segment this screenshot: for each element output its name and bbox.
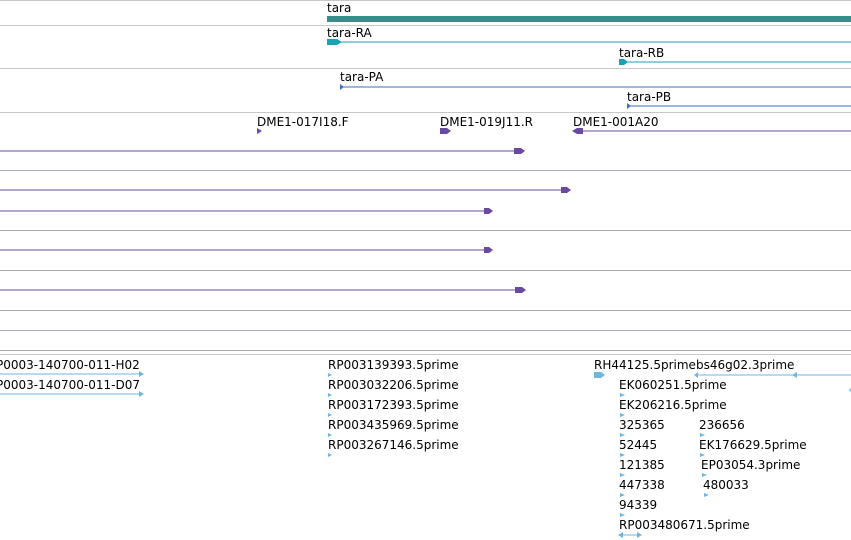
gene-label-tara[interactable]: tara <box>327 1 352 15</box>
clone-feature[interactable] <box>0 148 525 154</box>
protein-tara-pb[interactable] <box>627 103 851 109</box>
clone-feature[interactable] <box>0 208 493 214</box>
clone-feature[interactable] <box>0 187 571 193</box>
est-marker[interactable] <box>704 493 709 497</box>
est-marker[interactable] <box>328 373 332 377</box>
est-label[interactable]: 447338 <box>619 478 665 492</box>
est-marker[interactable] <box>620 413 625 417</box>
est-feature[interactable] <box>694 372 851 392</box>
est-label[interactable]: 480033 <box>703 478 749 492</box>
clone-label-dme1-019j11-r[interactable]: DME1-019J11.R <box>440 115 534 129</box>
est-label[interactable]: 236656 <box>699 418 745 432</box>
track-separator <box>0 68 851 69</box>
est-label[interactable]: 121385 <box>619 458 665 472</box>
est-feature[interactable] <box>0 391 144 397</box>
est-label[interactable]: RP003435969.5prime <box>328 418 459 432</box>
est-label[interactable]: EK176629.5prime <box>699 438 807 452</box>
est-marker[interactable] <box>620 513 625 517</box>
clone-marker[interactable] <box>257 128 262 134</box>
est-marker[interactable] <box>328 453 332 457</box>
clone-label-dme1-001a20[interactable]: DME1-001A20 <box>573 115 659 129</box>
clone-row-separator <box>0 330 851 331</box>
est-marker[interactable] <box>328 393 332 397</box>
est-label[interactable]: RP003267146.5prime <box>328 438 459 452</box>
est-label[interactable]: P0003-140700-011-D07 <box>0 378 140 392</box>
clone-label-dme1-017i18-f[interactable]: DME1-017I18.F <box>257 115 349 129</box>
est-label[interactable]: RP003032206.5prime <box>328 378 459 392</box>
est-marker[interactable] <box>620 493 625 497</box>
est-label[interactable]: 94339 <box>619 498 658 512</box>
est-marker[interactable] <box>594 372 605 378</box>
gene-bar[interactable] <box>327 16 851 22</box>
est-label[interactable]: EP03054.3prime <box>701 458 801 472</box>
est-feature[interactable] <box>618 532 642 538</box>
est-label[interactable]: bs46g02.3prime <box>696 358 795 372</box>
est-marker[interactable] <box>328 413 332 417</box>
track-separator <box>0 0 851 1</box>
track-separator <box>0 354 851 355</box>
est-label[interactable]: RP003172393.5prime <box>328 398 459 412</box>
protein-label-tara-pb[interactable]: tara-PB <box>627 90 672 104</box>
est-label[interactable]: RP003139393.5prime <box>328 358 459 372</box>
protein-tara-pa[interactable] <box>340 84 851 90</box>
est-label[interactable]: EK060251.5prime <box>619 378 727 392</box>
track-separator <box>0 25 851 26</box>
est-marker[interactable] <box>700 453 705 457</box>
clone-marker[interactable] <box>440 128 451 134</box>
clone-feature[interactable] <box>572 128 851 134</box>
track-separator <box>0 112 851 113</box>
est-marker[interactable] <box>702 473 707 477</box>
est-marker[interactable] <box>620 453 625 457</box>
est-marker[interactable] <box>620 473 625 477</box>
transcript-label-tara-rb[interactable]: tara-RB <box>619 46 665 60</box>
est-label[interactable]: RH44125.5prime <box>594 358 696 372</box>
transcript-label-tara-ra[interactable]: tara-RA <box>327 26 372 40</box>
est-label[interactable]: EK206216.5prime <box>619 398 727 412</box>
est-feature[interactable] <box>0 371 144 377</box>
est-marker[interactable] <box>620 433 625 437</box>
est-marker[interactable] <box>620 393 625 397</box>
protein-label-tara-pa[interactable]: tara-PA <box>340 70 384 84</box>
transcript-tara-ra[interactable] <box>327 39 851 45</box>
clone-row-separator <box>0 230 851 231</box>
clone-feature[interactable] <box>0 247 493 253</box>
transcript-tara-rb[interactable] <box>619 59 851 65</box>
est-label[interactable]: 52445 <box>619 438 658 452</box>
est-label[interactable]: 325365 <box>619 418 665 432</box>
clone-row-separator <box>0 310 851 311</box>
est-label[interactable]: P0003-140700-011-H02 <box>0 358 140 372</box>
clone-row-separator <box>0 270 851 271</box>
est-marker[interactable] <box>700 433 705 437</box>
clone-row-separator <box>0 350 851 351</box>
clone-feature[interactable] <box>0 287 526 293</box>
clone-row-separator <box>0 170 851 171</box>
est-label[interactable]: RP003480671.5prime <box>619 518 750 532</box>
est-marker[interactable] <box>328 433 332 437</box>
